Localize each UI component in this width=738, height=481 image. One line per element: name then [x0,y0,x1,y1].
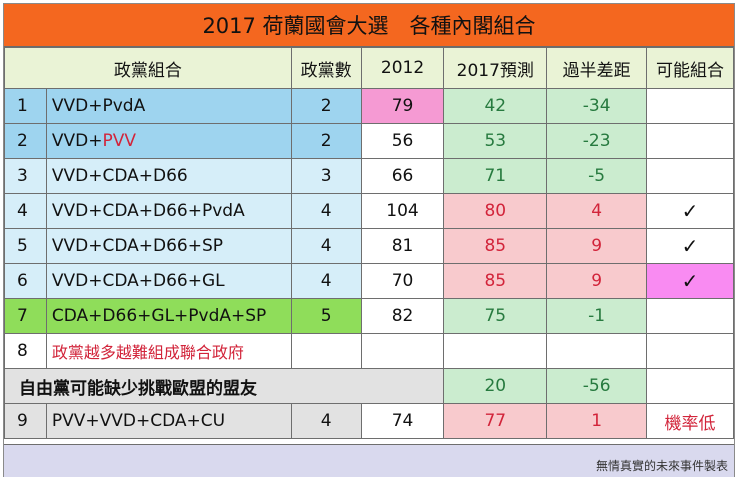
combo-text: VVD+CDA+D66+GL [51,271,225,291]
table-row: 2 VVD+PVV 2 56 53 -23 [4,123,734,159]
check-icon: ✓ [646,263,734,299]
table-frame: 2017 荷蘭國會大選 各種內閣組合 政黨組合 政黨數 2012 2017預測 … [3,3,735,477]
table-row: 自由黨可能缺少挑戰歐盟的盟友 20 -56 [3,368,734,404]
table-row: 4 VVD+CDA+D66+PvdA 4 104 80 4 ✓ [4,193,734,229]
possible-cell [646,158,734,194]
combo-cell: VVD+PvdA [45,88,292,124]
seats-2017: 71 [443,158,548,194]
majority-gap: 9 [546,263,648,299]
party-count: 3 [290,158,362,194]
header-possible: 可能組合 [646,47,734,89]
table-row: 3 VVD+CDA+D66 3 66 71 -5 [4,158,734,194]
header-majority-gap: 過半差距 [546,47,648,89]
seats-2012: 81 [360,228,445,264]
row-number: 5 [4,228,47,264]
seats-2017: 77 [443,403,548,439]
low-probability-label: 機率低 [646,403,734,439]
combo-cell: PVV+VVD+CDA+CU [45,403,292,439]
table-row: 5 VVD+CDA+D66+SP 4 81 85 9 ✓ [4,228,734,264]
party-count: 4 [290,193,362,229]
seats-2017: 85 [443,263,548,299]
empty-cell [646,333,734,369]
seats-2012: 82 [360,298,445,334]
party-count: 2 [290,123,362,159]
combo-cell: VVD+PVV [45,123,292,159]
table-row: 9 PVV+VVD+CDA+CU 4 74 77 1 機率低 [4,403,734,439]
check-icon: ✓ [646,228,734,264]
combo-cell: VVD+CDA+D66+GL [45,263,292,299]
table-row: 6 VVD+CDA+D66+GL 4 70 85 9 ✓ [4,263,734,299]
majority-gap: -23 [546,123,648,159]
combo-cell: VVD+CDA+D66 [45,158,292,194]
seats-2012: 74 [360,403,445,439]
seats-2017: 80 [443,193,548,229]
empty-cell [546,333,648,369]
majority-gap: 9 [546,228,648,264]
combo-text: VVD+CDA+D66+SP [51,236,224,256]
majority-gap: -1 [546,298,648,334]
header-party-count: 政黨數 [290,47,362,89]
party-count: 4 [290,263,362,299]
row-number: 1 [4,88,47,124]
combo-text: VVD+CDA+D66 [51,166,188,186]
party-count: 5 [290,298,362,334]
seats-2012: 104 [360,193,445,229]
majority-gap: 1 [546,403,648,439]
combo-text: VVD+PvdA [51,96,146,116]
row-number: 9 [4,403,47,439]
majority-gap: -5 [546,158,648,194]
combo-text: CDA+D66+GL+PvdA+SP [51,306,267,326]
empty-cell [443,333,548,369]
seats-2017: 42 [443,88,548,124]
party-count: 4 [290,228,362,264]
seats-2012: 70 [360,263,445,299]
possible-cell [646,298,734,334]
header-row: 政黨組合 政黨數 2012 2017預測 過半差距 可能組合 [4,47,734,89]
table-row: 1 VVD+PvdA 2 79 42 -34 [4,88,734,124]
combo-text: VVD+CDA+D66+PvdA [51,201,245,221]
majority-gap: -34 [546,88,648,124]
seats-2017: 85 [443,228,548,264]
majority-gap: 4 [546,193,648,229]
combo-cell: CDA+D66+GL+PvdA+SP [45,298,292,334]
combo-cell: VVD+CDA+D66+PvdA [45,193,292,229]
header-combo: 政黨組合 [4,47,292,89]
seats-2017: 20 [443,368,548,404]
combo-cell: VVD+CDA+D66+SP [45,228,292,264]
check-icon: ✓ [646,193,734,229]
possible-cell [646,123,734,159]
row-number: 8 [4,333,47,369]
combo-text-highlight: PVV [102,131,136,151]
credit-text: 無情真實的未來事件製表 [595,459,728,473]
majority-gap: -56 [546,368,648,404]
table-row: 8 政黨越多越難組成聯合政府 [4,333,734,369]
coalition-table: 政黨組合 政黨數 2012 2017預測 過半差距 可能組合 1 VVD+Pvd… [3,47,734,439]
empty-cell [646,368,734,404]
seats-2012: 66 [360,158,445,194]
seats-2017: 53 [443,123,548,159]
row-number: 2 [4,123,47,159]
seats-2017: 75 [443,298,548,334]
empty-cell [360,333,445,369]
possible-cell [646,88,734,124]
row-number: 7 [4,298,47,334]
header-2012: 2012 [360,47,445,89]
note-text: 政黨越多越難組成聯合政府 [45,333,292,369]
seats-2012: 56 [360,123,445,159]
table-title: 2017 荷蘭國會大選 各種內閣組合 [4,4,734,47]
liberal-note: 自由黨可能缺少挑戰歐盟的盟友 [3,368,445,404]
row-number: 6 [4,263,47,299]
footer-bar: 無情真實的未來事件製表 [4,444,734,477]
header-2017-forecast: 2017預測 [443,47,548,89]
party-count: 4 [290,403,362,439]
party-count: 2 [290,88,362,124]
row-number: 3 [4,158,47,194]
combo-text: VVD+ [51,131,103,151]
seats-2012: 79 [360,88,445,124]
row-number: 4 [4,193,47,229]
empty-cell [290,333,362,369]
table-row: 7 CDA+D66+GL+PvdA+SP 5 82 75 -1 [4,298,734,334]
